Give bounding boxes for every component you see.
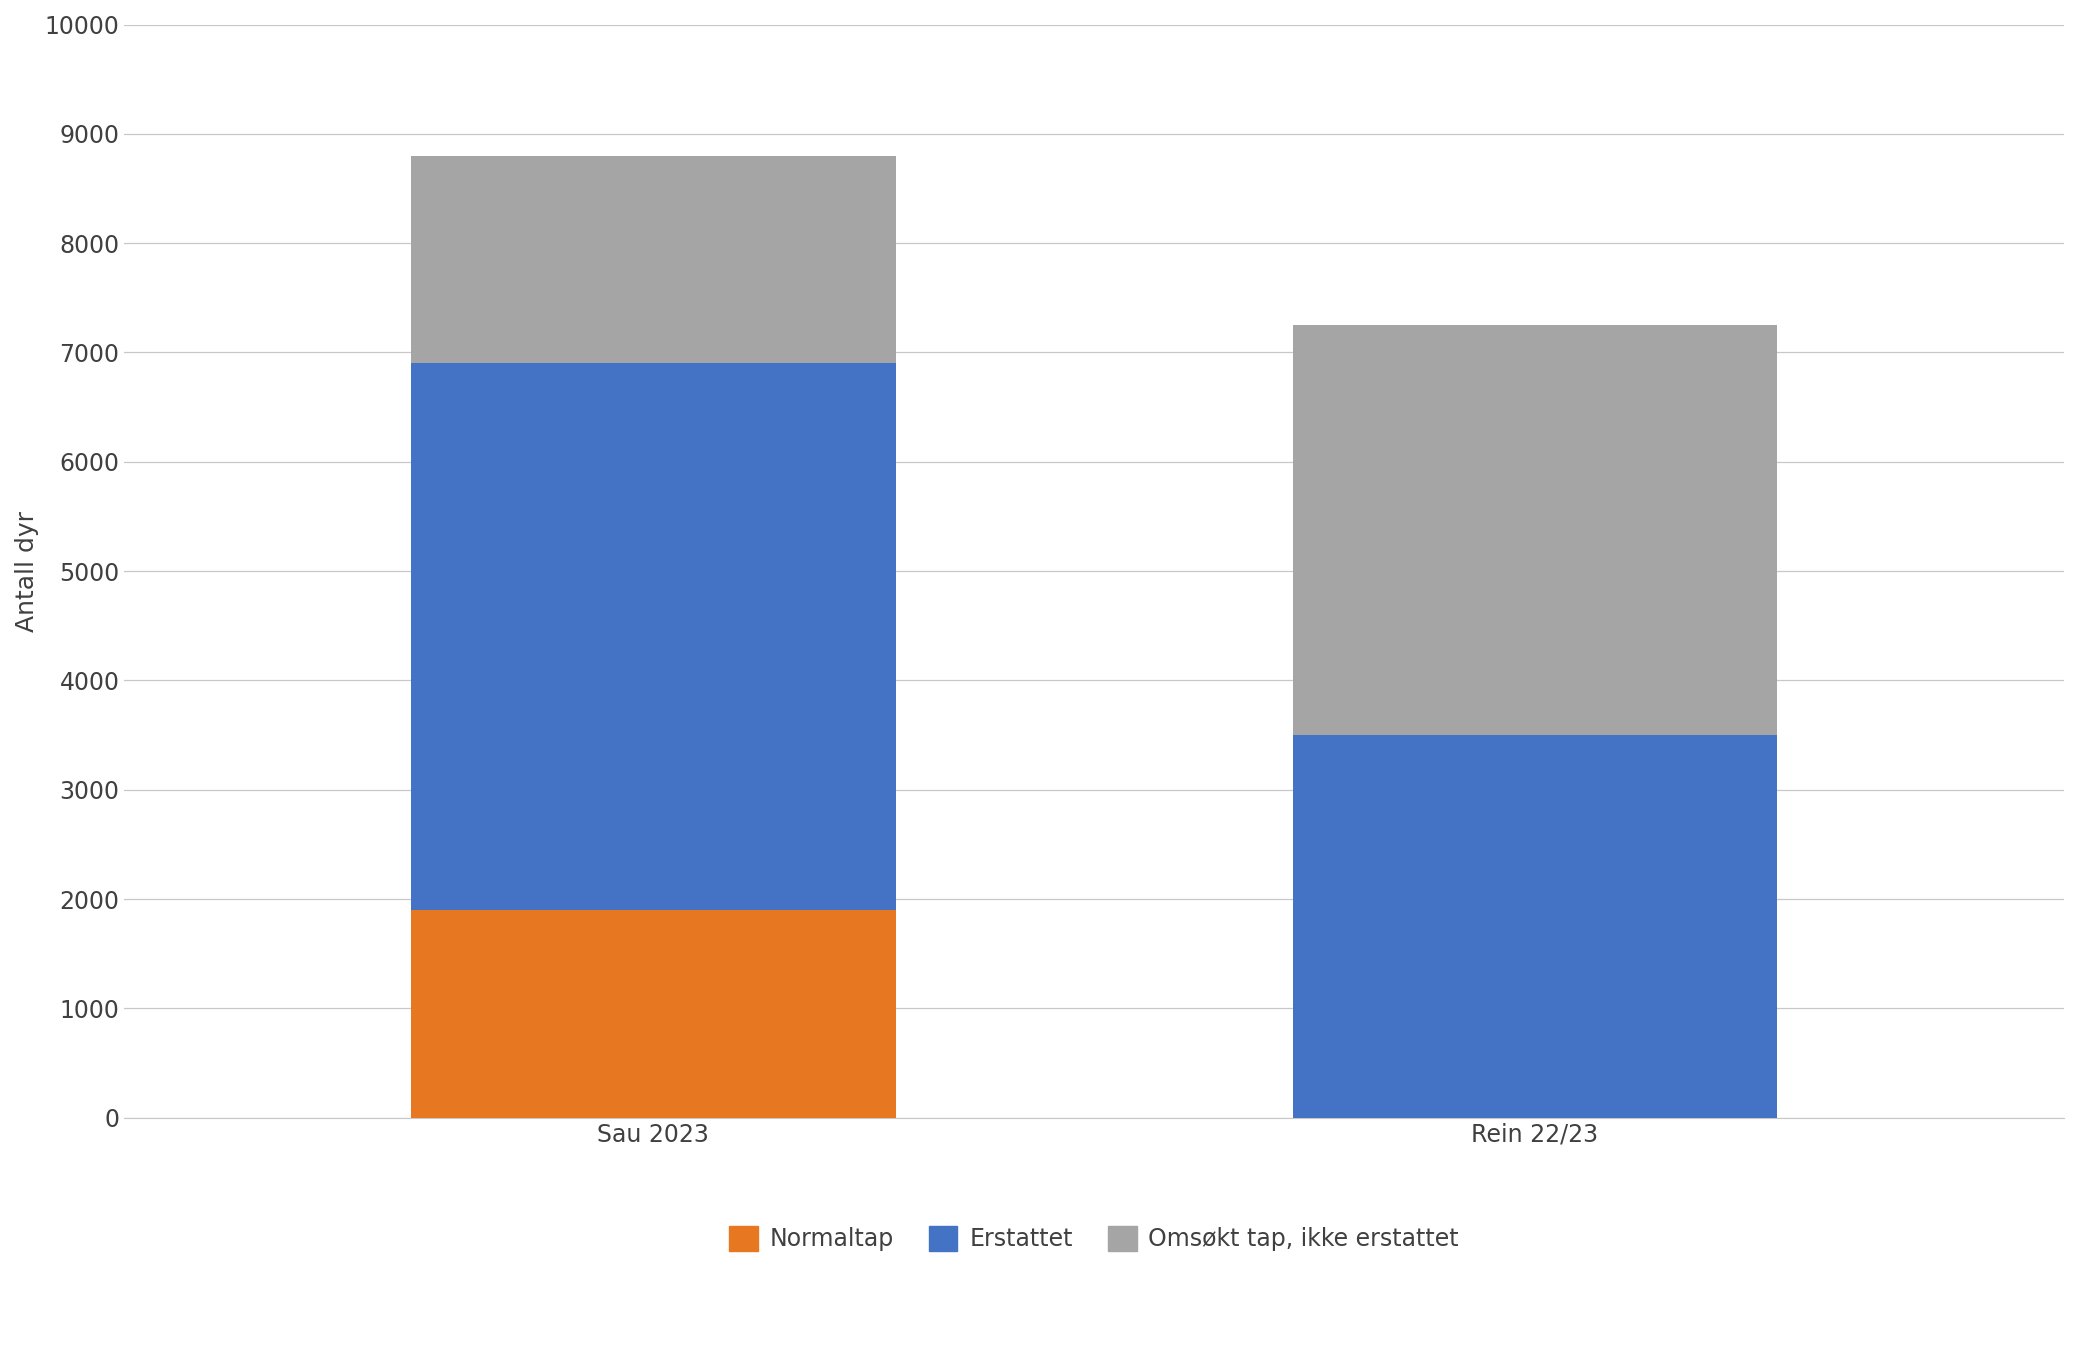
Bar: [1293, 325, 1778, 735]
Bar: [412, 364, 896, 911]
Bar: [1293, 735, 1778, 1118]
Bar: [412, 911, 896, 1118]
Bar: [412, 156, 896, 364]
Legend: Normaltap, Erstattet, Omsøkt tap, ikke erstattet: Normaltap, Erstattet, Omsøkt tap, ikke e…: [719, 1216, 1468, 1261]
Y-axis label: Antall dyr: Antall dyr: [15, 510, 40, 632]
